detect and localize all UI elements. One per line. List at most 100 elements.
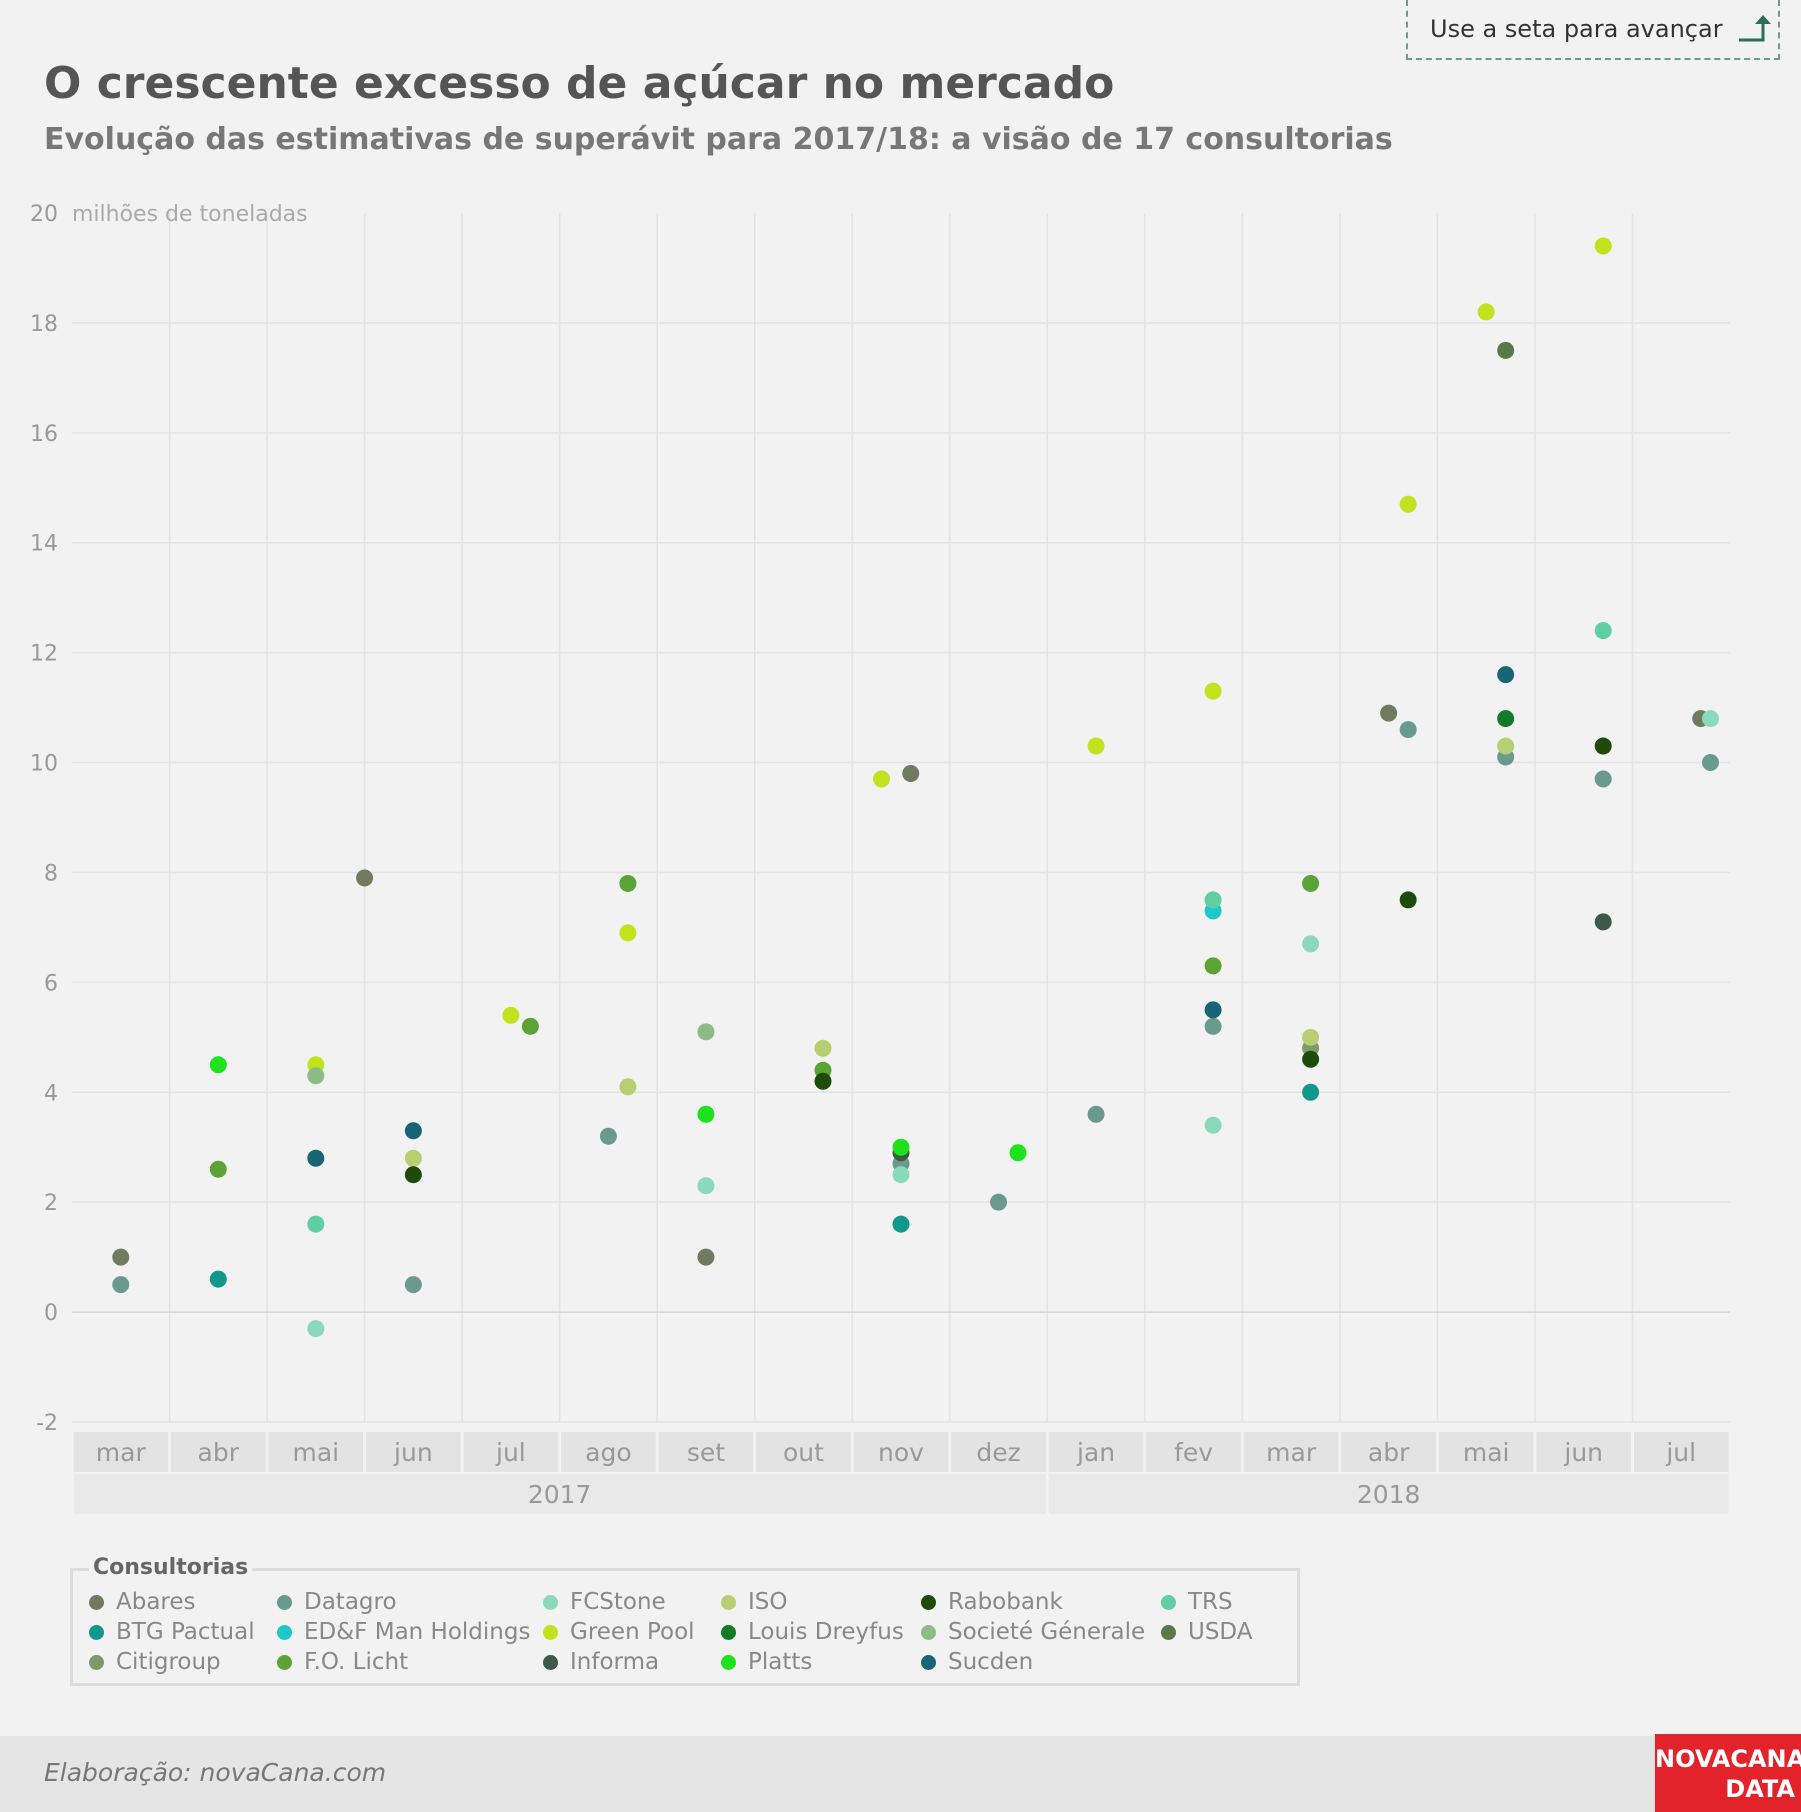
y-tick-label: 4 (44, 1081, 58, 1106)
legend-swatch (921, 1624, 936, 1640)
data-point (1087, 737, 1105, 755)
nav-hint-label: Use a seta para avançar (1430, 15, 1723, 43)
x-month-cell (561, 1432, 656, 1472)
data-point (502, 1006, 520, 1024)
data-point (1204, 891, 1222, 909)
y-axis-label: milhões de toneladas (72, 202, 308, 227)
legend-label: FCStone (570, 1589, 666, 1615)
y-tick-label: 2 (44, 1191, 58, 1216)
legend-label: TRS (1188, 1589, 1233, 1615)
data-point (814, 1039, 832, 1057)
arrow-up-icon (1738, 15, 1771, 42)
legend-label: Sucden (948, 1649, 1034, 1675)
legend-item: Green Pool (543, 1619, 695, 1645)
data-point (892, 1138, 910, 1156)
data-point (1497, 710, 1515, 728)
x-year-label: 2018 (1357, 1480, 1421, 1509)
y-tick-label: 6 (44, 971, 58, 996)
data-point (404, 1276, 422, 1294)
data-point (599, 1127, 617, 1145)
data-point (1399, 891, 1417, 909)
legend-title: Consultorias (89, 1555, 253, 1580)
y-tick-label: 12 (30, 642, 58, 667)
data-point (892, 1215, 910, 1233)
data-point (1701, 710, 1719, 728)
x-tick-label: abr (1368, 1438, 1410, 1467)
data-point (1204, 1001, 1222, 1019)
legend-item: Abares (89, 1589, 196, 1615)
legend-label: BTG Pactual (116, 1619, 255, 1645)
legend-item: Datagro (277, 1589, 397, 1615)
x-tick-label: jun (1563, 1438, 1603, 1467)
data-point (1009, 1144, 1027, 1162)
x-month-cell (366, 1432, 461, 1472)
legend-swatch (89, 1594, 104, 1610)
data-point (209, 1270, 227, 1288)
x-tick-label: set (687, 1438, 725, 1467)
data-point (521, 1017, 539, 1035)
data-point (1594, 770, 1612, 788)
x-tick-label: out (783, 1438, 824, 1467)
data-point (1302, 935, 1320, 953)
x-tick-label: abr (198, 1438, 240, 1467)
legend-swatch (543, 1624, 558, 1640)
legend-swatch (89, 1654, 104, 1670)
y-tick-label: 18 (30, 312, 58, 337)
legend-label: F.O. Licht (304, 1649, 409, 1675)
legend-label: Abares (116, 1589, 196, 1615)
data-point (1497, 737, 1515, 755)
legend-swatch (721, 1594, 736, 1610)
x-month-cell (1243, 1432, 1339, 1472)
data-point (307, 1320, 325, 1338)
x-tick-label: jul (1665, 1438, 1696, 1467)
x-tick-label: fev (1174, 1438, 1213, 1467)
data-point (1399, 495, 1417, 513)
legend-label: Datagro (304, 1589, 397, 1615)
next-step-button[interactable]: Use a seta para avançar (1406, 0, 1780, 60)
data-point (112, 1276, 130, 1294)
data-point (1399, 721, 1417, 739)
data-point (1497, 341, 1515, 359)
legend-swatch (1161, 1594, 1176, 1610)
x-tick-label: nov (878, 1438, 924, 1467)
data-point (990, 1193, 1008, 1211)
data-point (1087, 1105, 1105, 1123)
data-point (872, 770, 890, 788)
data-point (307, 1067, 325, 1085)
data-point (209, 1056, 227, 1074)
data-point (1380, 704, 1398, 722)
legend-swatch (277, 1654, 292, 1670)
data-point (902, 765, 920, 783)
data-point (619, 1078, 637, 1096)
data-point (1302, 874, 1320, 892)
x-month-cell (756, 1432, 851, 1472)
x-month-cell (1341, 1432, 1436, 1472)
data-point (1302, 1050, 1320, 1068)
x-tick-label: jul (495, 1438, 526, 1467)
legend-label: USDA (1188, 1619, 1253, 1645)
data-point (404, 1166, 422, 1184)
x-tick-label: dez (976, 1438, 1020, 1467)
x-month-cell (951, 1432, 1046, 1472)
legend-label: Citigroup (116, 1649, 221, 1675)
y-tick-label: 8 (44, 861, 58, 886)
legend-label: Green Pool (570, 1619, 695, 1645)
data-point (1594, 237, 1612, 255)
legend-item: Platts (721, 1649, 812, 1675)
legend-item: Louis Dreyfus (721, 1619, 904, 1645)
legend-swatch (721, 1654, 736, 1670)
footer: Elaboração: novaCana.com NOVACANA DATA (0, 1734, 1801, 1812)
data-point (1302, 1083, 1320, 1101)
y-tick-label: 20 (30, 202, 58, 227)
legend-item: FCStone (543, 1589, 666, 1615)
x-tick-label: jun (393, 1438, 433, 1467)
y-tick-label: 14 (30, 532, 58, 557)
x-year-label: 2017 (528, 1480, 592, 1509)
legend-swatch (721, 1624, 736, 1640)
legend-label: Informa (570, 1649, 660, 1675)
x-month-cell (268, 1432, 364, 1472)
data-point (1204, 682, 1222, 700)
legend-swatch (921, 1654, 936, 1670)
y-tick-label: 16 (30, 422, 58, 447)
legend-item: F.O. Licht (277, 1649, 408, 1675)
